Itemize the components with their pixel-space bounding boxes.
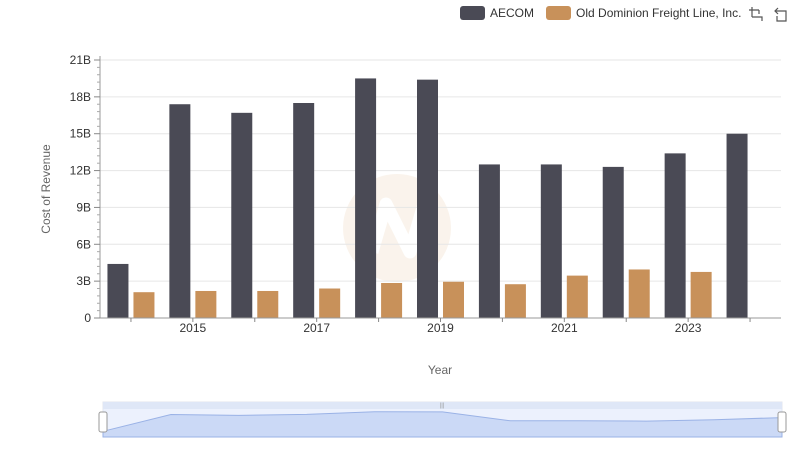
legend-label-aecom: AECOM [490, 6, 535, 20]
y-tick-label: 3B [76, 274, 91, 288]
bar-aecom-2021[interactable] [540, 164, 562, 318]
navigator-right-handle[interactable] [777, 411, 787, 433]
bar-aecom-2019[interactable] [417, 79, 438, 319]
bar-aecom-2017[interactable] [293, 103, 315, 318]
bar-old-dominion-2014[interactable] [133, 292, 155, 318]
bar-aecom-2024[interactable] [726, 133, 748, 318]
bar-old-dominion-2016[interactable] [257, 290, 279, 318]
y-tick-label: 12B [70, 164, 91, 178]
y-axis-title: Cost of Revenue [39, 144, 53, 234]
bar-old-dominion-2022[interactable] [628, 269, 650, 318]
bar-aecom-2020[interactable] [478, 164, 500, 318]
bar-aecom-2015[interactable] [169, 104, 191, 318]
legend: AECOM Old Dominion Freight Line, Inc. [460, 4, 753, 22]
legend-label-old-dominion: Old Dominion Freight Line, Inc. [576, 6, 742, 20]
bar-old-dominion-2018[interactable] [381, 282, 403, 318]
x-tick-label: 2017 [303, 321, 330, 335]
bar-old-dominion-2021[interactable] [566, 275, 588, 318]
x-tick-label: 2019 [427, 321, 454, 335]
bar-old-dominion-2020[interactable] [504, 284, 526, 318]
y-axis-ticks: 0 3B 6B 9B 12B 15B 18B 21B [70, 53, 100, 325]
navigator-grip-icon: ||| [440, 403, 445, 409]
legend-item-aecom[interactable]: AECOM [460, 6, 534, 20]
y-tick-label: 0 [84, 311, 91, 325]
bars [107, 78, 748, 319]
legend-swatch-aecom [460, 6, 485, 20]
legend-swatch-old-dominion [546, 6, 572, 20]
reset-zoom-icon[interactable] [774, 6, 790, 22]
x-tick-label: 2021 [551, 321, 578, 335]
zoom-in-icon[interactable] [748, 6, 764, 22]
bar-old-dominion-2017[interactable] [319, 288, 341, 318]
bar-aecom-2016[interactable] [231, 112, 253, 318]
navigator-left-handle[interactable] [98, 411, 108, 433]
x-axis-title: Year [428, 363, 452, 377]
bar-old-dominion-2019[interactable] [443, 281, 464, 318]
x-tick-label: 2023 [675, 321, 702, 335]
bar-old-dominion-2023[interactable] [690, 271, 712, 318]
y-tick-label: 6B [76, 237, 91, 251]
bar-aecom-2023[interactable] [664, 153, 686, 318]
y-tick-label: 18B [70, 90, 91, 104]
legend-item-old-dominion[interactable]: Old Dominion Freight Line, Inc. [546, 6, 741, 20]
bar-aecom-2022[interactable] [602, 166, 624, 318]
navigator-series-area [102, 411, 783, 438]
y-tick-label: 15B [70, 127, 91, 141]
y-tick-label: 21B [70, 53, 91, 67]
bar-aecom-2018[interactable] [355, 78, 377, 318]
bar-aecom-2014[interactable] [107, 263, 129, 318]
y-tick-label: 9B [76, 200, 91, 214]
bar-old-dominion-2015[interactable] [195, 290, 217, 318]
navigator[interactable]: ||| [98, 401, 787, 438]
x-axis-ticks: 2015 2017 2019 2021 2023 [130, 318, 751, 335]
x-tick-label: 2015 [180, 321, 207, 335]
navigator-top-bar[interactable] [103, 402, 782, 409]
